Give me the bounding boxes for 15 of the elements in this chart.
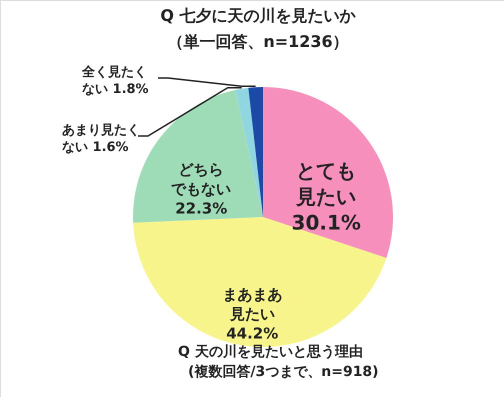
pie-slice bbox=[263, 87, 393, 258]
data-label: 30.1% bbox=[292, 210, 361, 234]
slice-label: どちらでもない bbox=[171, 160, 232, 198]
data-label: 44.2% bbox=[226, 324, 278, 342]
data-label: 22.3% bbox=[175, 199, 228, 218]
text: (複数回答/3つまで、n=918) bbox=[188, 363, 379, 380]
slice-label: 全く見たくない 1.8% bbox=[81, 65, 149, 97]
text: Q 天の川を見たいと思う理由 bbox=[178, 344, 363, 360]
chart-subtitle: （単一回答、n=1236） bbox=[167, 32, 349, 51]
pie-slice bbox=[235, 88, 263, 217]
slice-label: あまり見たくない 1.6% bbox=[62, 123, 140, 155]
slice-label: とても見たい bbox=[295, 158, 356, 208]
chart-title: Q 七夕に天の川を見たいか bbox=[160, 6, 357, 25]
pie-slice bbox=[248, 87, 263, 217]
slice-label: まあまあ見たい bbox=[222, 285, 282, 323]
